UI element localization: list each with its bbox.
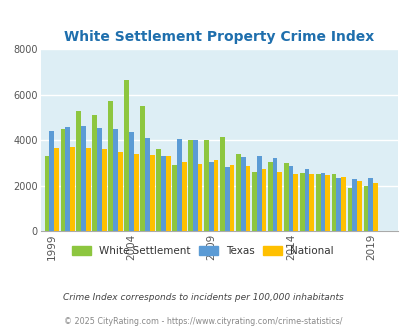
Bar: [156, 149, 161, 231]
Bar: [118, 151, 122, 231]
Bar: [293, 174, 297, 231]
Bar: [336, 178, 341, 231]
Bar: [315, 174, 320, 231]
Bar: [309, 174, 313, 231]
Bar: [177, 139, 181, 231]
Bar: [76, 111, 81, 231]
Bar: [45, 156, 49, 231]
Bar: [181, 162, 186, 231]
Bar: [81, 125, 86, 231]
Bar: [356, 181, 361, 231]
Bar: [213, 159, 218, 231]
Bar: [65, 127, 70, 231]
Bar: [129, 132, 134, 231]
Bar: [197, 164, 202, 231]
Bar: [108, 101, 113, 231]
Bar: [204, 140, 208, 231]
Bar: [372, 183, 377, 231]
Bar: [324, 176, 329, 231]
Bar: [267, 162, 272, 231]
Bar: [102, 149, 107, 231]
Bar: [149, 155, 154, 231]
Bar: [145, 138, 149, 231]
Bar: [229, 165, 234, 231]
Bar: [165, 156, 170, 231]
Bar: [252, 172, 256, 231]
Bar: [86, 148, 91, 231]
Bar: [304, 169, 309, 231]
Bar: [341, 177, 345, 231]
Bar: [256, 156, 261, 231]
Bar: [124, 80, 129, 231]
Legend: White Settlement, Texas, National: White Settlement, Texas, National: [68, 242, 337, 260]
Bar: [70, 147, 75, 231]
Bar: [347, 188, 352, 231]
Text: © 2025 CityRating.com - https://www.cityrating.com/crime-statistics/: © 2025 CityRating.com - https://www.city…: [64, 317, 341, 326]
Bar: [235, 154, 240, 231]
Bar: [49, 131, 54, 231]
Bar: [113, 129, 118, 231]
Bar: [320, 173, 324, 231]
Bar: [192, 140, 197, 231]
Bar: [367, 178, 372, 231]
Bar: [140, 106, 145, 231]
Bar: [220, 137, 224, 231]
Bar: [277, 172, 281, 231]
Bar: [331, 174, 336, 231]
Bar: [97, 128, 102, 231]
Bar: [134, 154, 139, 231]
Bar: [283, 163, 288, 231]
Bar: [352, 179, 356, 231]
Bar: [92, 115, 97, 231]
Bar: [261, 169, 266, 231]
Bar: [240, 157, 245, 231]
Bar: [272, 158, 277, 231]
Bar: [60, 129, 65, 231]
Bar: [172, 165, 177, 231]
Bar: [188, 140, 192, 231]
Text: Crime Index corresponds to incidents per 100,000 inhabitants: Crime Index corresponds to incidents per…: [62, 292, 343, 302]
Bar: [363, 185, 367, 231]
Bar: [161, 156, 165, 231]
Title: White Settlement Property Crime Index: White Settlement Property Crime Index: [64, 30, 373, 44]
Bar: [54, 148, 59, 231]
Bar: [224, 167, 229, 231]
Bar: [208, 162, 213, 231]
Bar: [245, 166, 250, 231]
Bar: [299, 173, 304, 231]
Bar: [288, 166, 293, 231]
